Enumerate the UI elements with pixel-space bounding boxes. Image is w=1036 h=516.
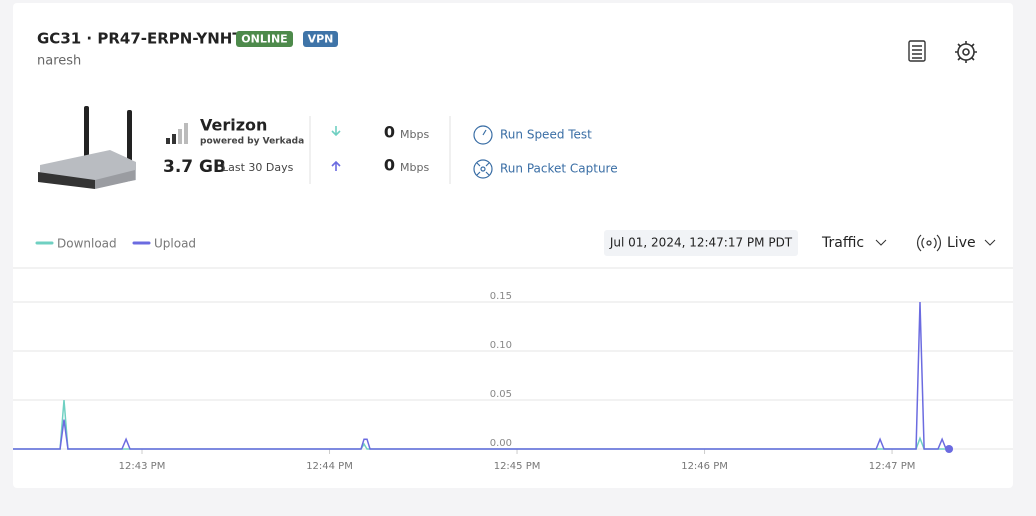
legend-label: Upload (154, 237, 196, 251)
legend-label: Download (57, 237, 117, 251)
settings-icon[interactable] (955, 41, 977, 63)
mode-select[interactable]: Live (947, 235, 976, 251)
device-title: GC31 · PR47-ERPN-YNHT (37, 30, 243, 48)
x-tick-label: 12:43 PM (119, 461, 166, 472)
badge-vpn: VPN (308, 33, 334, 46)
packet-capture-icon (473, 159, 493, 179)
run-packet-capture[interactable]: Run Packet Capture (500, 162, 618, 176)
y-tick-label: 0.00 (490, 438, 512, 449)
y-tick-label: 0.05 (490, 389, 512, 400)
speed-unit: Mbps (400, 161, 429, 174)
live-point (945, 445, 954, 453)
carrier-name: Verizon (200, 116, 267, 135)
signal-icon (166, 123, 188, 144)
timestamp-box[interactable] (604, 230, 798, 256)
y-tick-label: 0.15 (490, 291, 512, 302)
x-tick-label: 12:47 PM (869, 461, 916, 472)
upload-icon (331, 160, 341, 171)
subtitle: naresh (37, 54, 81, 69)
usage: 3.7 GB (163, 157, 226, 177)
x-tick-label: 12:44 PM (306, 461, 353, 472)
download-speed: 0 (384, 123, 395, 142)
run-speed-test[interactable]: Run Speed Test (500, 128, 592, 142)
live-icon (917, 234, 941, 252)
y-tick-label: 0.10 (490, 340, 512, 351)
usage-period: Last 30 Days (222, 161, 294, 174)
speed-test-icon (473, 125, 493, 145)
badge-online: ONLINE (241, 33, 287, 46)
speed-unit: Mbps (400, 128, 429, 141)
carrier-tagline: powered by Verkada (200, 137, 304, 147)
badge-bg (303, 31, 338, 47)
upload-speed: 0 (384, 156, 395, 175)
x-tick-label: 12:46 PM (681, 461, 728, 472)
timestamp: Jul 01, 2024, 12:47:17 PM PDT (609, 236, 793, 250)
series-line (13, 301, 950, 450)
chevron (875, 239, 887, 246)
download-icon (331, 126, 341, 137)
metric-select[interactable]: Traffic (821, 235, 864, 251)
device-image (38, 106, 136, 189)
card (13, 3, 1013, 488)
badge-bg (236, 31, 293, 47)
notes-icon[interactable] (908, 40, 926, 62)
chevron (984, 239, 996, 246)
x-tick-label: 12:45 PM (494, 461, 541, 472)
